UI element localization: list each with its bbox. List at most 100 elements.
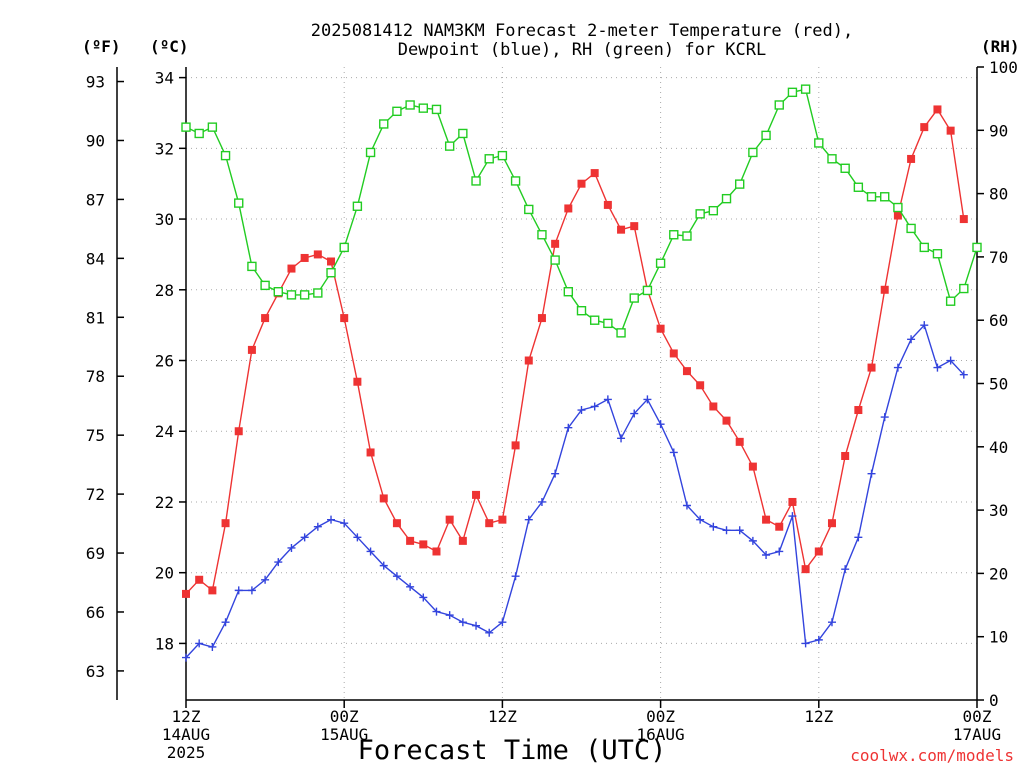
rh-point <box>563 287 574 297</box>
fahrenheit-tick-label: 81 <box>86 308 105 327</box>
credit-link[interactable]: coolwx.com/models <box>850 746 1014 765</box>
temperature-point <box>880 285 889 294</box>
rh-tick-label: 100 <box>989 58 1018 77</box>
rh-point <box>260 280 270 291</box>
temperature-point <box>946 126 955 135</box>
rh-tick-label: 70 <box>989 248 1008 267</box>
celsius-tick-label: 28 <box>155 281 174 300</box>
dewpoint-point <box>392 572 401 581</box>
temperature-point <box>722 416 731 425</box>
fahrenheit-tick-label: 78 <box>86 367 105 386</box>
dewpoint-point <box>261 575 270 584</box>
series <box>181 84 982 662</box>
rh-point <box>932 249 943 259</box>
dewpoint-point <box>617 434 626 443</box>
dewpoint-point <box>854 533 863 542</box>
dewpoint-point <box>234 586 243 595</box>
temperature-point <box>617 225 626 234</box>
rh-point <box>194 128 204 139</box>
rh-point <box>537 230 547 240</box>
rh-point <box>945 296 956 306</box>
temperature-point <box>300 253 309 262</box>
dewpoint-point <box>287 543 296 552</box>
gridlines <box>186 67 977 700</box>
dewpoint-point <box>827 618 836 627</box>
dewpoint-point <box>788 512 797 521</box>
temperature-point <box>221 519 230 528</box>
temperature-point <box>182 589 190 598</box>
temperature-point <box>893 211 902 220</box>
x-tick-label: 12Z <box>804 707 833 726</box>
rh-tick-label: 90 <box>989 121 1008 140</box>
dewpoint-point <box>577 406 586 415</box>
dewpoint-point <box>524 515 533 524</box>
rh-point <box>800 84 811 94</box>
celsius-tick-label: 34 <box>155 69 174 88</box>
rh-point <box>655 258 666 268</box>
dewpoint-point <box>458 618 467 627</box>
temperature-point <box>366 448 375 457</box>
temperature-point <box>801 565 810 574</box>
fahrenheit-tick-label: 90 <box>86 131 105 150</box>
temperature-point <box>696 381 705 390</box>
dewpoint-point <box>327 515 336 524</box>
dewpoint-point <box>537 497 546 506</box>
chart-title-line2: Dewpoint (blue), RH (green) for KCRL <box>398 40 766 60</box>
rh-point <box>471 176 481 186</box>
dewpoint-point <box>590 402 599 411</box>
x-tick-label: 00Z <box>646 707 675 726</box>
dewpoint-point <box>195 639 204 648</box>
celsius-tick-label: 18 <box>155 634 174 653</box>
rh-point <box>866 192 877 202</box>
dewpoint-point <box>182 653 190 662</box>
chart-title-line1: 2025081412 NAM3KM Forecast 2-meter Tempe… <box>311 21 853 41</box>
x-tick-label: 12Z <box>172 707 201 726</box>
temperature-point <box>551 239 560 248</box>
temperature-point <box>261 314 270 323</box>
dewpoint-point <box>841 565 850 574</box>
rh-point <box>695 209 705 219</box>
dewpoint-point <box>880 413 889 422</box>
temperature-point <box>313 250 322 259</box>
temperature-point <box>867 363 876 372</box>
rh-point <box>721 193 732 204</box>
rh-point <box>827 154 837 164</box>
rh-unit-label: (RH) <box>981 37 1020 56</box>
temperature-point <box>748 462 757 471</box>
rh-point <box>616 328 626 338</box>
rh-point <box>299 290 310 300</box>
temperature-point <box>406 536 415 545</box>
rh-point <box>207 122 218 132</box>
celsius-unit-label: (ºC) <box>150 37 189 56</box>
temperature-point <box>195 575 204 584</box>
rh-tick-label: 40 <box>989 438 1008 457</box>
temperature-point <box>682 367 691 376</box>
dewpoint-point <box>709 522 718 531</box>
dewpoint-point <box>511 572 520 581</box>
axes: 18 20 22 24 26 28 30 32 34 63 66 69 72 75 78 81 84 87 90 93… <box>86 58 1018 762</box>
temperature-point <box>827 519 836 528</box>
temperature-point <box>630 222 639 231</box>
temperature-point <box>208 586 217 595</box>
rh-point <box>550 255 560 265</box>
dewpoint-point <box>445 611 454 620</box>
temperature-point <box>524 356 533 365</box>
temperature-point <box>445 515 454 524</box>
dewpoint-point <box>603 395 612 404</box>
temperature-point <box>564 204 573 213</box>
dewpoint-point <box>221 618 230 627</box>
temperature-point <box>933 105 942 114</box>
temperature-point <box>340 314 349 323</box>
fahrenheit-tick-label: 84 <box>86 249 105 268</box>
rh-point <box>444 141 455 151</box>
dewpoint-point <box>300 533 309 542</box>
dewpoint-point <box>735 526 744 535</box>
x-tick-label: 00Z <box>963 707 992 726</box>
dewpoint-point <box>498 618 507 627</box>
temperature-point <box>669 349 678 358</box>
rh-point <box>484 154 494 164</box>
rh-tick-label: 80 <box>989 185 1008 204</box>
dewpoint-point <box>893 363 902 372</box>
fahrenheit-tick-label: 72 <box>86 485 105 504</box>
